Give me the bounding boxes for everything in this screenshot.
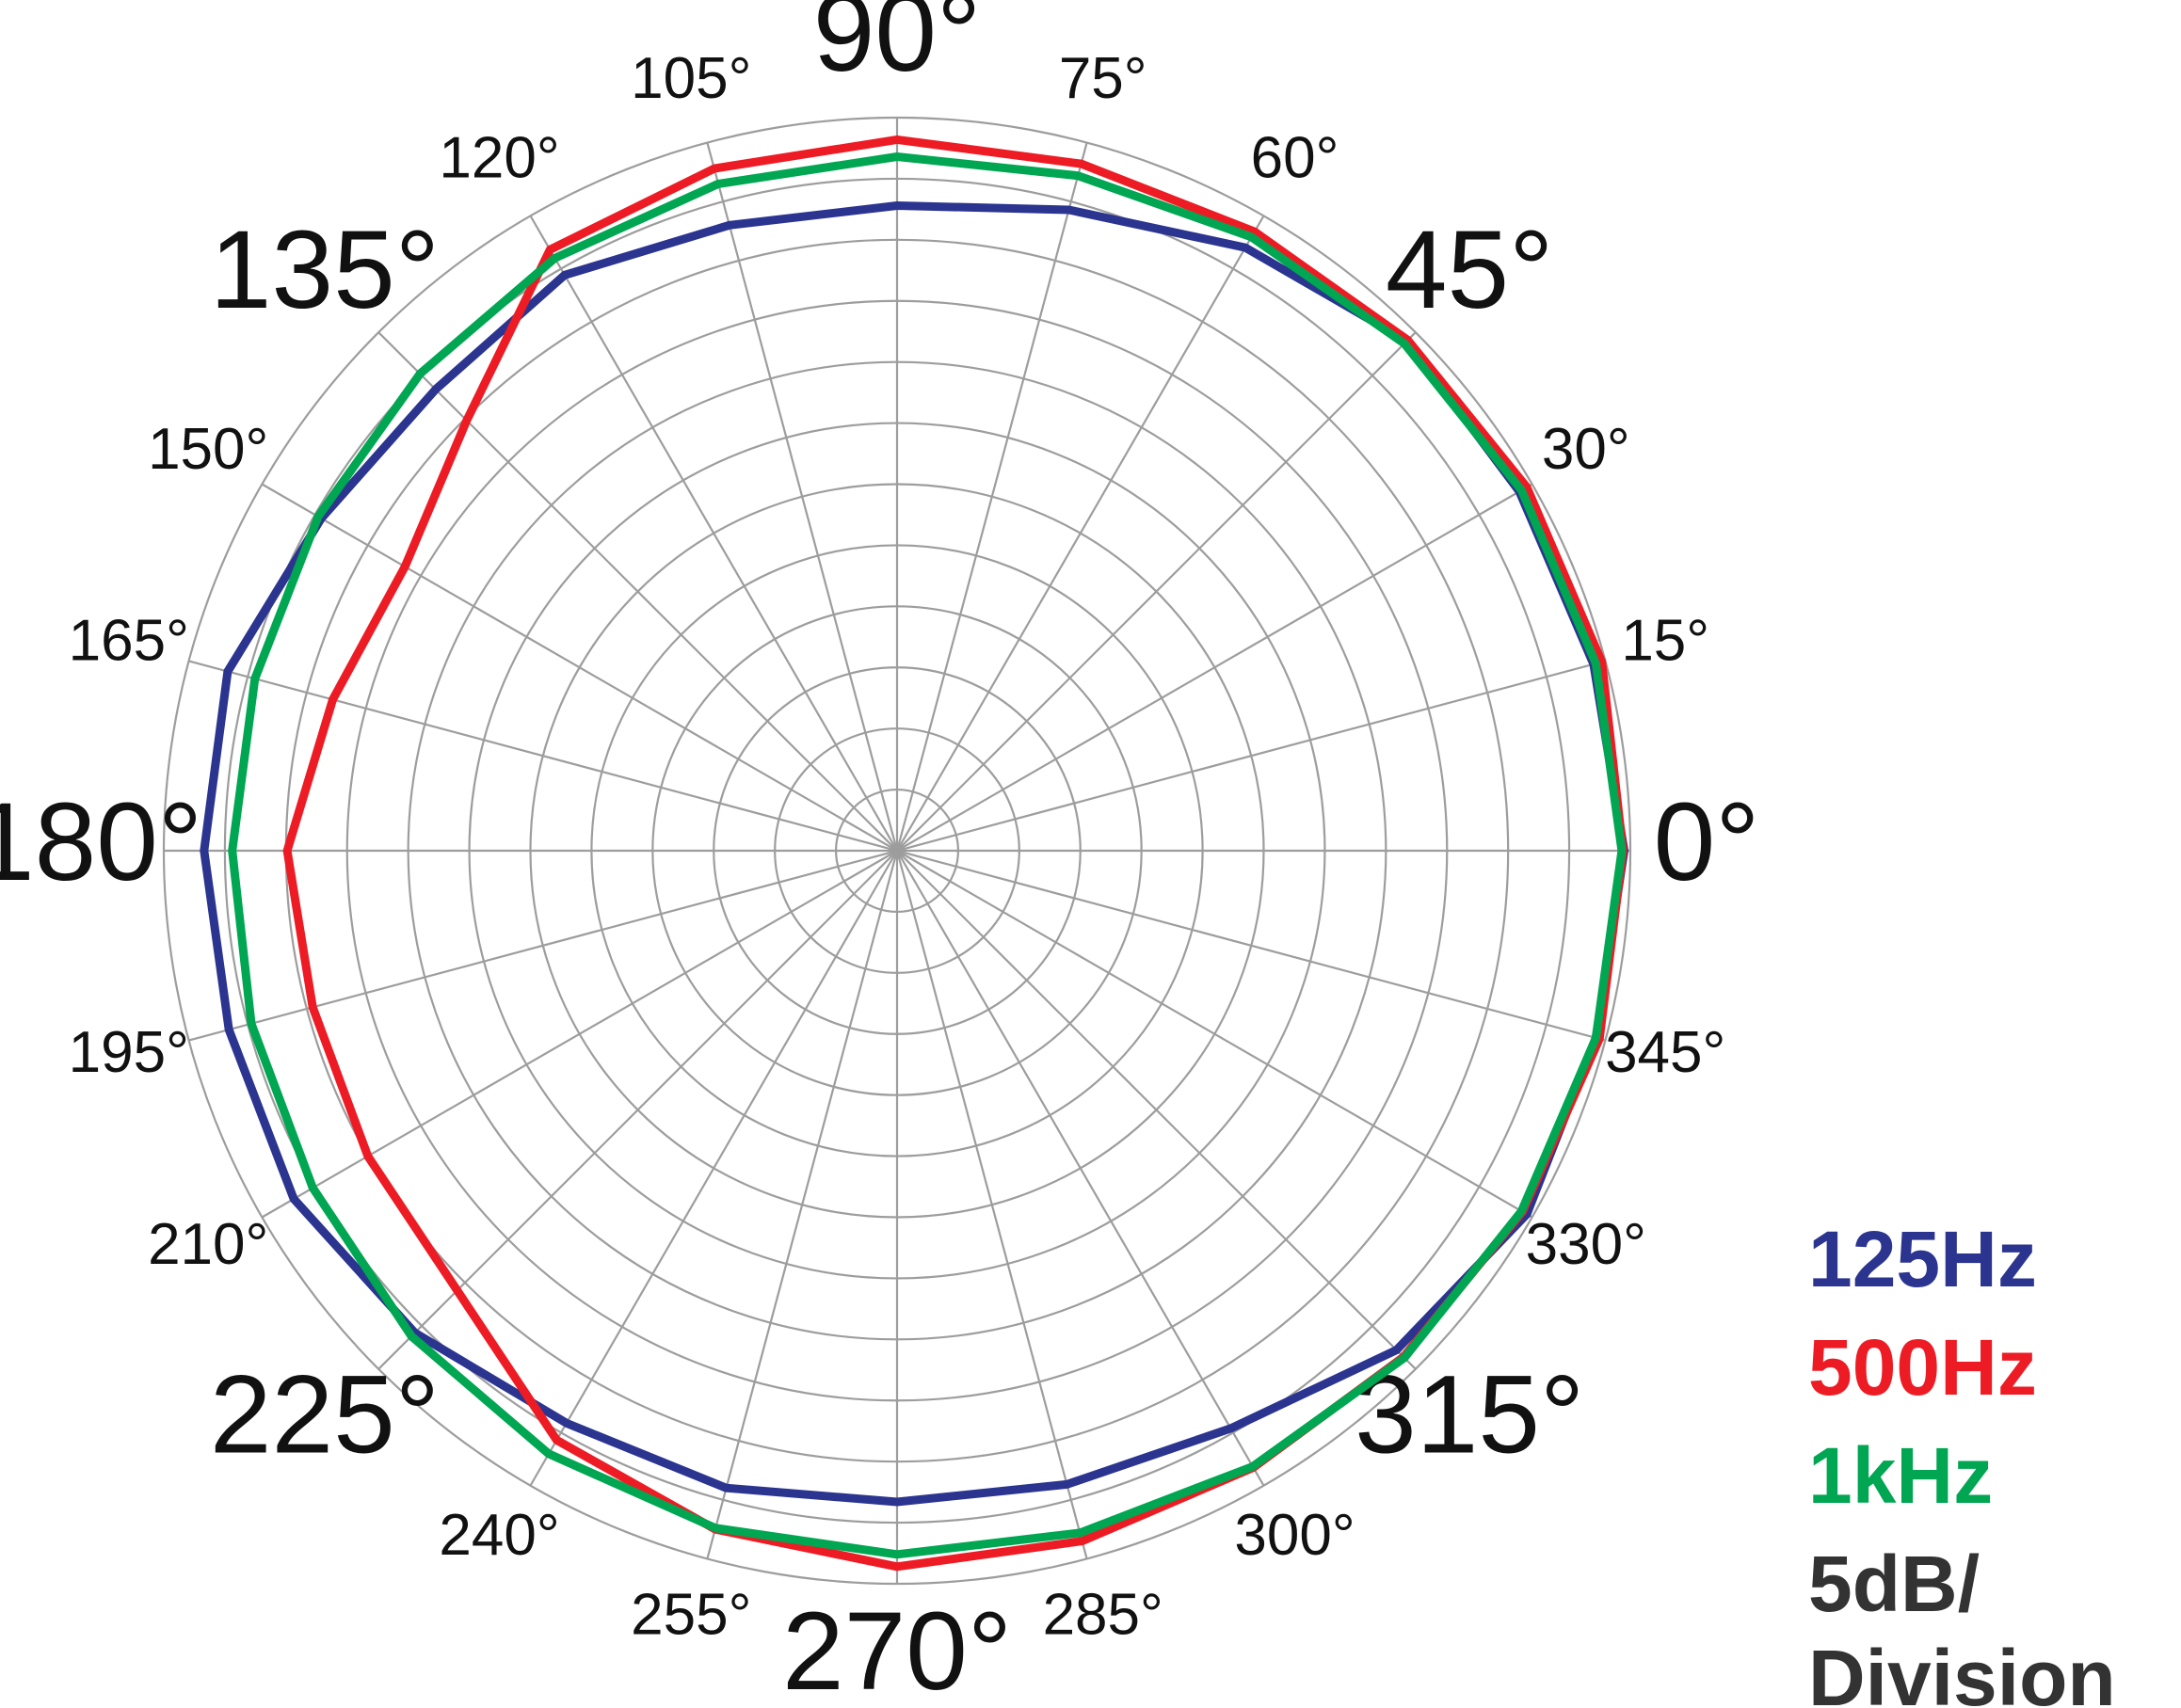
- theta-tick-label: 285°: [1043, 1583, 1163, 1648]
- legend-entry: 500Hz: [1808, 1323, 2037, 1412]
- theta-tick-label: 180°: [0, 780, 202, 904]
- annotation: 5dB/: [1808, 1540, 1980, 1628]
- theta-tick-label: 195°: [69, 1020, 189, 1085]
- grid-spoke: [896, 215, 1265, 852]
- grid-spoke: [896, 850, 1265, 1487]
- theta-tick-label: 105°: [631, 46, 751, 111]
- grid-spoke: [377, 850, 898, 1370]
- annotation: Division: [1808, 1634, 2116, 1708]
- grid-spoke: [895, 850, 1088, 1559]
- grid-spoke: [188, 849, 898, 1042]
- theta-tick-label: 120°: [439, 126, 559, 191]
- theta-tick-label: 45°: [1386, 208, 1553, 332]
- theta-tick-label: 0°: [1654, 780, 1760, 904]
- grid-spoke: [706, 850, 899, 1559]
- grid-spoke: [529, 850, 898, 1487]
- theta-tick-label: 225°: [210, 1352, 440, 1477]
- theta-tick-label: 30°: [1542, 417, 1630, 482]
- grid-spoke: [896, 850, 1533, 1219]
- series-line: [228, 152, 1627, 1559]
- theta-tick-label: 210°: [148, 1212, 268, 1277]
- grid-spoke: [896, 483, 1533, 852]
- grid-spoke: [896, 331, 1417, 852]
- theta-tick-label: 75°: [1059, 46, 1147, 111]
- grid-spoke: [896, 849, 1606, 1042]
- legend-entry: 1kHz: [1808, 1431, 1993, 1520]
- theta-tick-label: 135°: [210, 208, 440, 332]
- theta-tick-label: 15°: [1621, 609, 1709, 674]
- grid-spoke: [377, 331, 898, 852]
- theta-tick-label: 345°: [1605, 1020, 1725, 1085]
- grid-spoke: [896, 660, 1606, 853]
- theta-tick-label: 315°: [1355, 1352, 1584, 1477]
- legend-entry: 125Hz: [1808, 1215, 2037, 1303]
- grid-spoke: [895, 142, 1088, 852]
- grid-spoke: [261, 483, 898, 852]
- theta-tick-label: 270°: [782, 1589, 1012, 1708]
- theta-tick-label: 255°: [631, 1583, 751, 1648]
- theta-tick-label: 90°: [813, 0, 981, 95]
- grid-spoke: [529, 215, 898, 852]
- grid-spoke: [261, 850, 898, 1219]
- grid-spoke: [706, 142, 899, 852]
- theta-tick-label: 150°: [148, 417, 268, 482]
- theta-tick-label: 300°: [1234, 1503, 1355, 1568]
- series-line: [200, 201, 1628, 1507]
- theta-tick-label: 240°: [439, 1503, 559, 1568]
- theta-tick-label: 60°: [1251, 126, 1339, 191]
- theta-tick-label: 165°: [69, 609, 189, 674]
- theta-tick-label: 330°: [1526, 1212, 1646, 1277]
- grid-spoke: [896, 850, 1417, 1370]
- grid-spoke: [188, 660, 898, 853]
